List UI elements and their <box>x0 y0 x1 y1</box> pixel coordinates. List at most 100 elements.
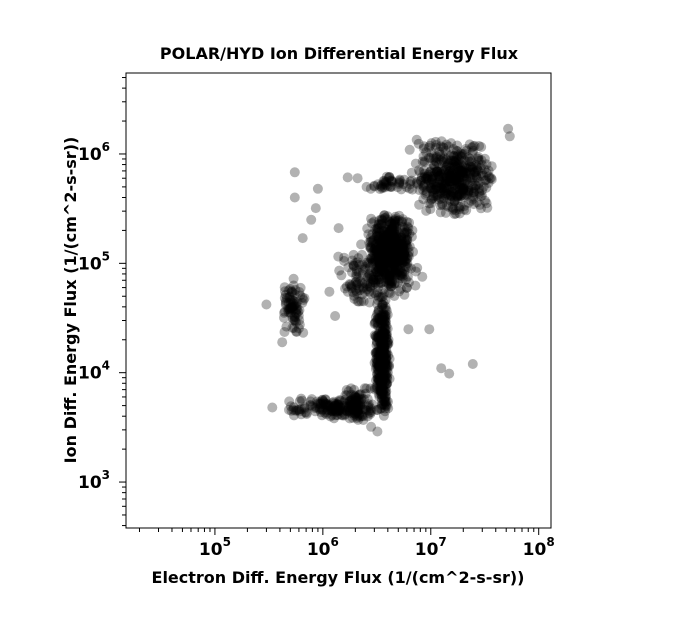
data-point <box>369 216 380 227</box>
data-point <box>378 335 388 346</box>
data-point <box>454 208 465 219</box>
data-point <box>348 398 359 409</box>
data-point <box>311 402 322 413</box>
data-point <box>383 231 394 242</box>
data-point <box>390 211 401 222</box>
data-point <box>397 216 408 227</box>
data-point <box>390 213 401 224</box>
data-point <box>375 348 386 359</box>
data-point <box>342 398 353 409</box>
data-point <box>438 181 449 192</box>
data-point <box>387 244 398 255</box>
data-point <box>391 231 402 242</box>
data-point <box>376 390 387 401</box>
data-point <box>402 234 413 245</box>
data-point <box>455 201 466 212</box>
data-point <box>387 264 398 275</box>
data-point <box>380 316 391 327</box>
data-point <box>386 218 397 229</box>
data-point <box>463 186 474 196</box>
data-point <box>348 403 359 414</box>
data-point <box>439 152 450 163</box>
data-point <box>365 403 376 414</box>
data-point <box>454 154 465 165</box>
data-point <box>291 326 302 337</box>
data-point <box>344 413 355 424</box>
data-point <box>379 245 390 256</box>
data-point <box>357 409 367 420</box>
data-point <box>287 301 298 311</box>
data-point <box>384 234 395 245</box>
data-point <box>380 252 391 263</box>
data-point <box>361 257 372 268</box>
data-point <box>370 312 381 323</box>
data-point <box>480 175 491 186</box>
data-point <box>375 244 386 255</box>
data-point <box>386 225 397 236</box>
data-point <box>384 239 395 250</box>
data-point <box>371 347 382 358</box>
data-point <box>464 166 475 177</box>
data-point <box>400 232 411 243</box>
data-point <box>285 297 296 308</box>
data-point <box>388 231 399 242</box>
data-point <box>379 248 389 259</box>
data-point <box>471 172 482 182</box>
data-point <box>425 183 436 193</box>
data-point <box>398 251 409 262</box>
data-point <box>381 345 392 356</box>
data-point <box>382 367 393 378</box>
data-point <box>377 235 388 246</box>
data-point <box>379 330 390 341</box>
data-point <box>401 240 412 251</box>
data-point <box>416 172 427 183</box>
data-point <box>326 406 337 417</box>
data-point <box>422 171 433 182</box>
data-point <box>315 398 326 409</box>
data-point <box>377 379 388 390</box>
data-point <box>291 405 302 416</box>
data-point <box>374 223 384 233</box>
data-point <box>373 332 384 343</box>
data-point <box>373 305 384 316</box>
data-point <box>343 404 354 415</box>
data-point <box>459 192 469 203</box>
data-point <box>373 233 384 244</box>
data-point <box>352 411 363 422</box>
data-point <box>279 312 289 323</box>
data-point <box>371 246 382 257</box>
data-point <box>399 256 410 267</box>
data-point <box>442 176 452 187</box>
data-point <box>417 156 428 167</box>
data-point <box>405 179 416 190</box>
data-point <box>393 244 403 255</box>
data-point <box>378 237 389 248</box>
data-point <box>357 289 368 300</box>
data-point <box>401 227 412 238</box>
data-point <box>375 403 385 414</box>
data-point <box>391 229 402 240</box>
data-point <box>384 220 394 231</box>
data-point <box>392 247 403 258</box>
data-point <box>350 284 361 295</box>
data-point <box>384 273 395 284</box>
data-point <box>477 190 487 201</box>
data-point <box>477 185 487 196</box>
data-point <box>387 258 398 269</box>
data-point <box>388 216 399 227</box>
data-point <box>334 405 345 416</box>
data-point <box>376 350 386 361</box>
data-point <box>396 232 407 242</box>
data-point <box>367 257 378 268</box>
data-point <box>374 240 385 251</box>
data-point <box>370 243 381 254</box>
data-point <box>378 297 389 308</box>
data-point <box>330 400 340 411</box>
data-point <box>428 184 439 195</box>
data-point <box>483 165 494 176</box>
data-point <box>328 401 339 412</box>
data-point <box>398 179 409 190</box>
data-point <box>371 347 382 358</box>
data-point <box>373 349 384 360</box>
data-point <box>378 395 389 406</box>
